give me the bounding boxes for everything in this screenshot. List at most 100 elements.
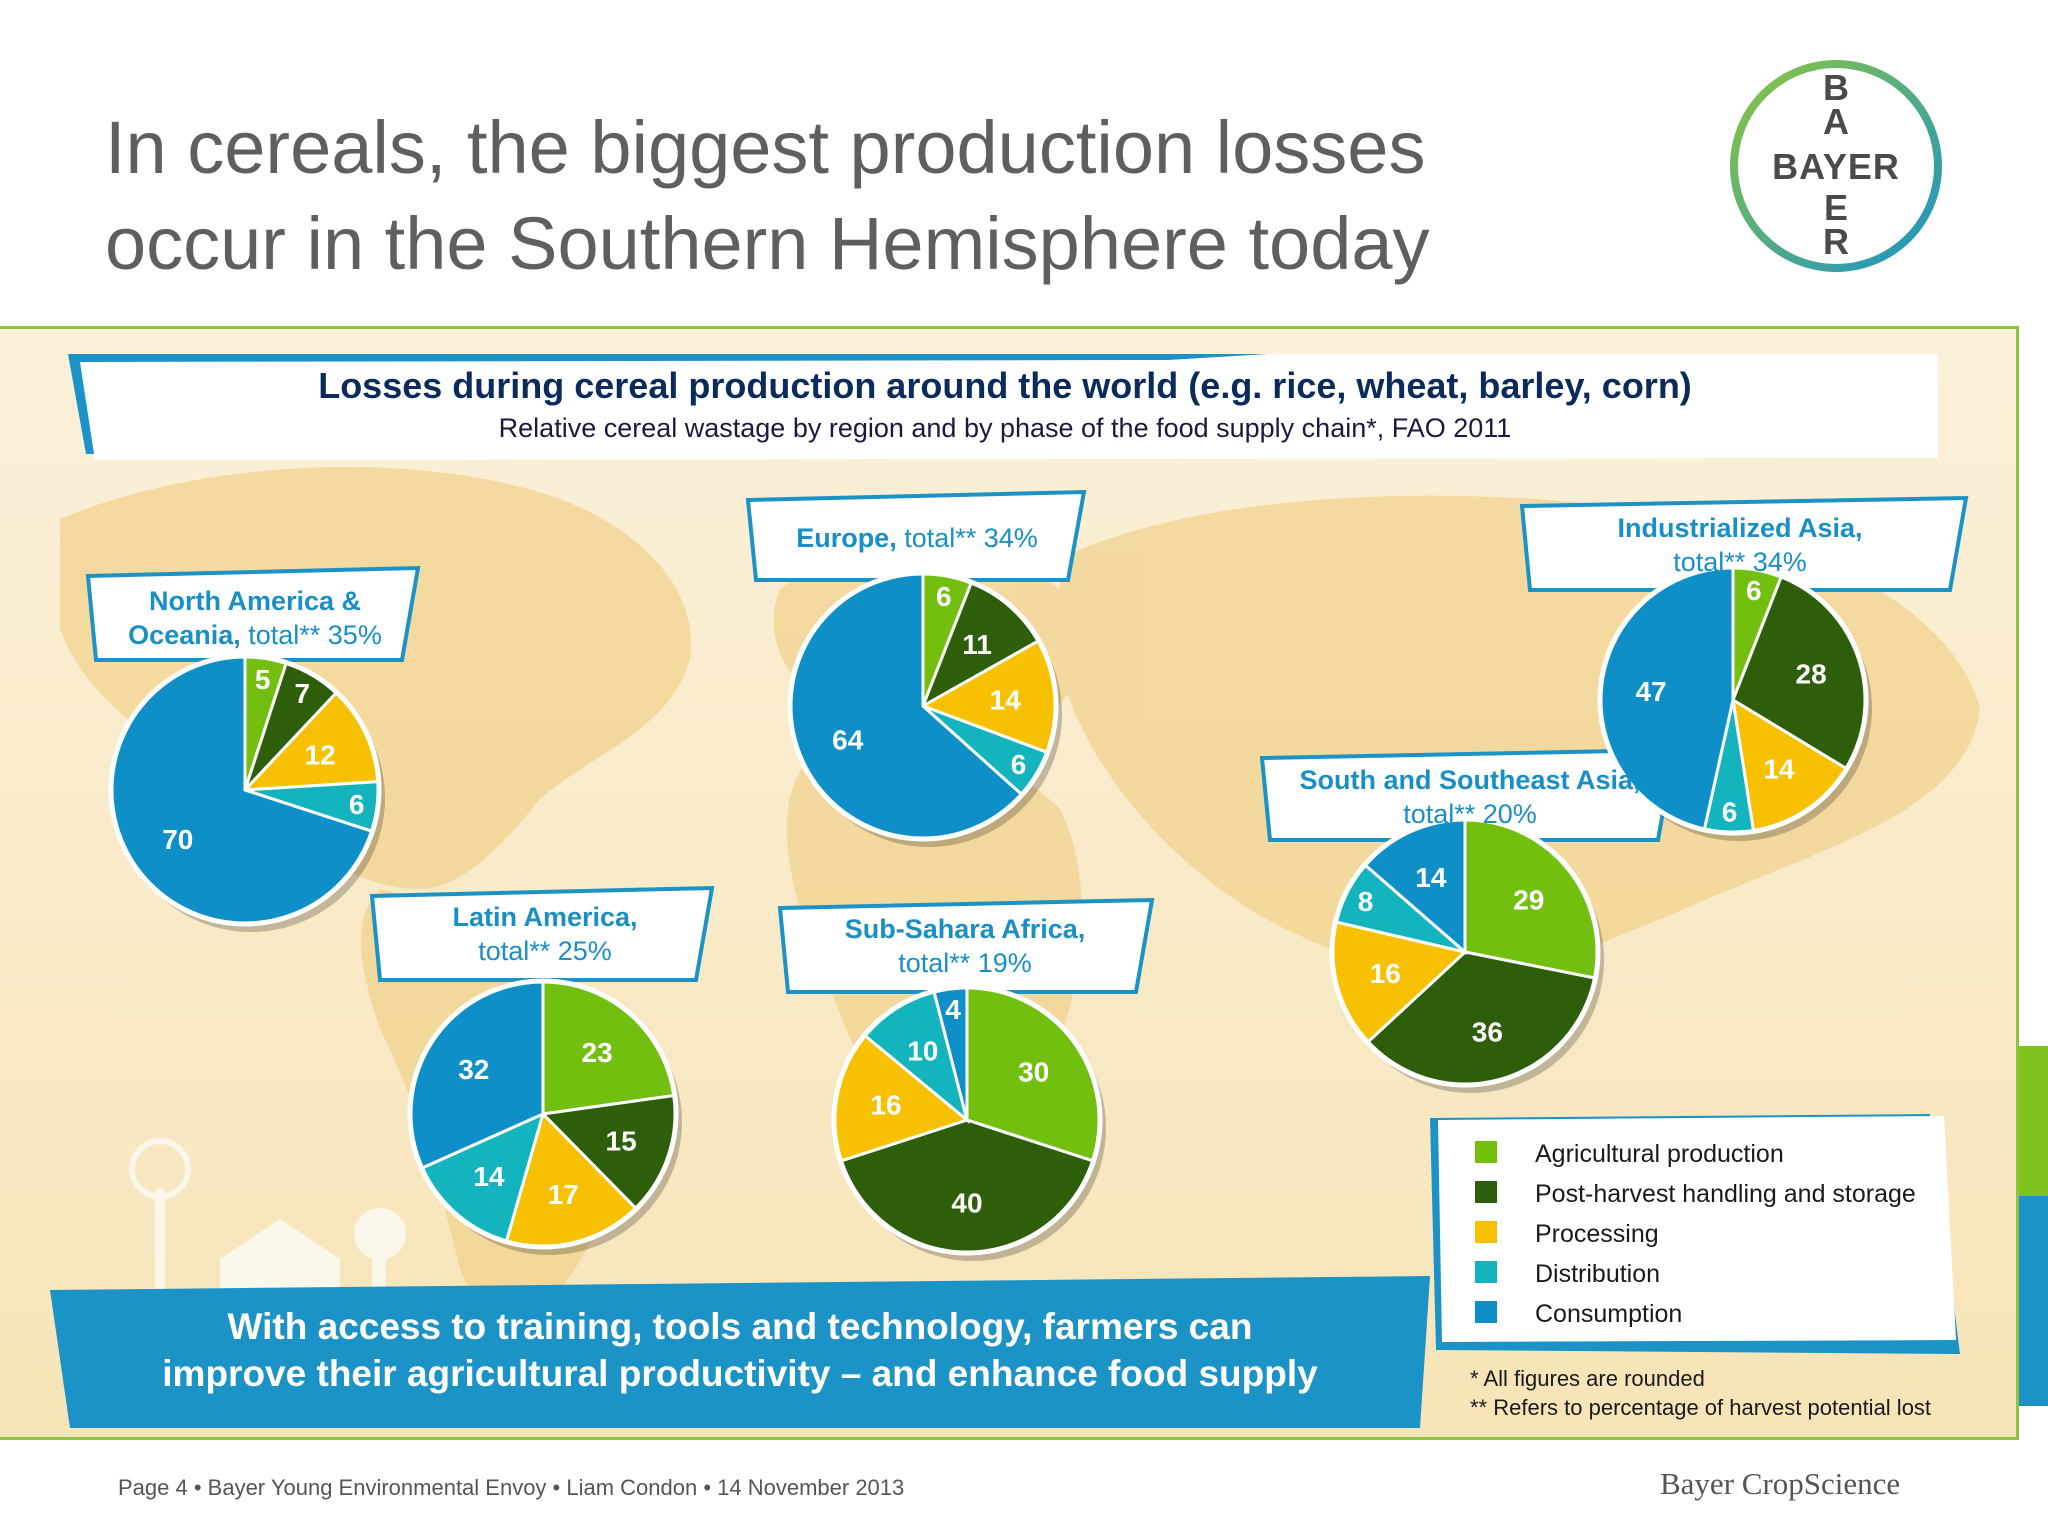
region-name2-north-america: Oceania,: [128, 620, 241, 650]
slice-value-label: 16: [870, 1090, 901, 1121]
region-label-latin-america: Latin America, total** 25%: [380, 900, 710, 968]
bottom-message: With access to training, tools and techn…: [70, 1303, 1410, 1397]
pie-industrialized-asia: 6 28 14 6 47: [1597, 564, 1872, 841]
legend-label: Post-harvest handling and storage: [1535, 1180, 1916, 1208]
footnote-harvest: ** Refers to percentage of harvest poten…: [1470, 1395, 1932, 1420]
slice-value-label: 8: [1358, 886, 1374, 917]
region-label-south-asia: South and Southeast Asia, total** 20%: [1270, 763, 1670, 831]
legend-swatch: [1475, 1141, 1497, 1163]
legend-swatch: [1475, 1301, 1497, 1323]
svg-text:R: R: [1823, 221, 1849, 262]
chart-subtitle: Relative cereal wastage by region and by…: [498, 413, 1512, 443]
region-name-industrialized-asia: Industrialized Asia,: [1617, 513, 1863, 543]
region-total-industrialized-asia: total** 34%: [1673, 547, 1807, 577]
slice-value-label: 29: [1513, 885, 1544, 916]
legend-label: Consumption: [1535, 1300, 1683, 1328]
legend-label: Distribution: [1535, 1260, 1661, 1288]
slice-value-label: 32: [458, 1054, 489, 1085]
footnote-rounded: * All figures are rounded: [1470, 1366, 1705, 1391]
region-label-box-north-america: [85, 565, 421, 662]
slice-value-label: 23: [582, 1037, 613, 1068]
pie-latin-america: 23 15 17 14 32: [407, 978, 682, 1255]
slice-value-label: 47: [1635, 676, 1666, 707]
legend-swatch: [1475, 1221, 1497, 1243]
region-label-north-america: North America & Oceania, total** 35%: [90, 584, 420, 652]
region-label-box-sub-sahara-africa: [777, 897, 1155, 994]
slice-value-label: 4: [945, 994, 961, 1025]
region-total-north-america: total** 35%: [240, 620, 382, 650]
slice-value-label: 17: [548, 1179, 579, 1210]
slice-value-label: 64: [832, 725, 864, 756]
slice-value-label: 6: [1011, 749, 1027, 780]
slide-title-line2: occur in the Southern Hemisphere today: [105, 202, 1430, 285]
slice-value-label: 14: [473, 1161, 505, 1192]
bottom-message-line1: With access to training, tools and techn…: [227, 1306, 1253, 1347]
slice-value-label: 16: [1370, 958, 1401, 989]
pie-rim: [787, 570, 1059, 842]
region-name-europe: Europe,: [796, 523, 897, 553]
slice-value-label: 12: [305, 740, 336, 771]
footer-brand: Bayer CropScience: [1660, 1466, 1901, 1501]
svg-text:B: B: [1823, 67, 1849, 108]
slice-value-label: 15: [606, 1125, 637, 1156]
legend-label: Processing: [1535, 1220, 1659, 1248]
slice-value-label: 6: [1746, 575, 1762, 606]
region-label-sub-sahara-africa: Sub-Sahara Africa, total** 19%: [790, 912, 1140, 980]
pie-rim: [831, 984, 1103, 1256]
region-label-industrialized-asia: Industrialized Asia, total** 34%: [1530, 511, 1950, 579]
slice-value-label: 40: [951, 1187, 982, 1218]
pie-rim: [407, 978, 679, 1250]
slice-value-label: 5: [255, 664, 271, 695]
accent-green-bar: [2019, 1046, 2048, 1196]
slice-value-label: 14: [990, 685, 1022, 716]
pie-rim: [108, 653, 382, 927]
region-name-sub-sahara-africa: Sub-Sahara Africa,: [844, 914, 1086, 944]
accent-blue-bar: [2019, 1196, 2048, 1406]
legend-swatch: [1475, 1261, 1497, 1283]
chart-title: Losses during cereal production around t…: [318, 365, 1692, 406]
region-total-latin-america: total** 25%: [478, 936, 612, 966]
slice-value-label: 70: [162, 824, 193, 855]
svg-text:BAYER: BAYER: [1772, 146, 1900, 187]
region-label-box-europe: [745, 489, 1087, 582]
svg-text:A: A: [1823, 101, 1849, 142]
pie-europe: 6 11 14 6 64: [787, 570, 1062, 847]
slice-value-label: 14: [1763, 753, 1795, 784]
legend-label: Agricultural production: [1535, 1140, 1784, 1168]
pie-north-america: 5 7 12 6 70: [108, 653, 385, 932]
region-label-europe: Europe, total** 34%: [752, 521, 1082, 555]
region-label-box-south-asia: [1259, 747, 1677, 842]
bottom-message-line2: improve their agricultural productivity …: [162, 1353, 1318, 1394]
slice-value-label: 14: [1415, 862, 1447, 893]
bayer-logo: B A BAYER E R: [1730, 60, 1942, 272]
svg-text:E: E: [1824, 187, 1848, 228]
legend-swatch: [1475, 1181, 1497, 1203]
slice-value-label: 7: [295, 678, 311, 709]
region-total-south-asia: total** 20%: [1403, 799, 1537, 829]
region-total-europe: total** 34%: [896, 523, 1038, 553]
header-banner: [68, 354, 1938, 460]
footnotes: * All figures are rounded ** Refers to p…: [1470, 1364, 1931, 1422]
region-label-box-latin-america: [369, 885, 715, 982]
footer-page-info: Page 4 • Bayer Young Environmental Envoy…: [118, 1475, 905, 1500]
slice-value-label: 6: [349, 789, 365, 820]
slice-value-label: 6: [1722, 797, 1738, 828]
right-accent-bars: [2019, 326, 2048, 1434]
pie-rim: [1329, 816, 1601, 1088]
region-label-box-industrialized-asia: [1519, 495, 1969, 592]
region-name-latin-america: Latin America,: [452, 902, 638, 932]
legend-box: [1430, 1114, 1960, 1354]
slide-title-line1: In cereals, the biggest production losse…: [105, 106, 1426, 189]
slice-value-label: 28: [1796, 659, 1827, 690]
slice-value-label: 6: [936, 581, 952, 612]
region-name-south-asia: South and Southeast Asia,: [1299, 765, 1641, 795]
pie-south-asia: 29 36 16 8 14: [1329, 816, 1604, 1093]
bottom-banner: [50, 1276, 1430, 1428]
slice-value-label: 11: [962, 629, 992, 660]
slice-value-label: 10: [907, 1035, 938, 1066]
region-name-north-america: North America &: [148, 586, 362, 616]
pie-rim: [1597, 564, 1869, 836]
slice-value-label: 36: [1472, 1016, 1503, 1047]
